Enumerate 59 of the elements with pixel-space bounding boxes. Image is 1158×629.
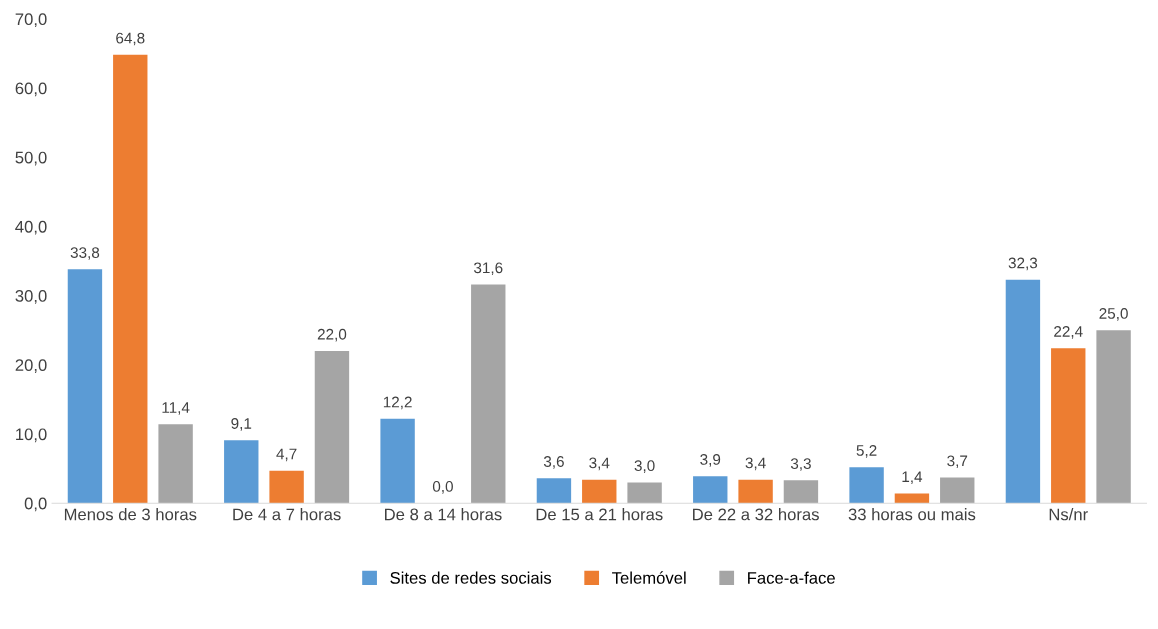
bar: [471, 284, 506, 504]
x-tick-label: De 15 a 21 horas: [536, 508, 663, 521]
x-tick-label: De 22 a 32 horas: [693, 508, 819, 521]
y-tick-label: 30,0: [15, 290, 47, 304]
data-label: 4,7: [276, 448, 297, 462]
data-label: 1,4: [902, 471, 923, 484]
x-tick-label: Menos de 3 horas: [64, 508, 197, 521]
bar: [314, 350, 350, 504]
x-tick-label: Ns/nr: [1049, 508, 1088, 521]
bar: [940, 477, 975, 504]
data-label: 3,9: [700, 454, 721, 467]
bar: [1005, 279, 1041, 504]
y-tick-label: 0,0: [24, 497, 47, 512]
data-label: 22,0: [317, 328, 347, 342]
bar: [783, 480, 819, 504]
bar: [269, 470, 304, 504]
data-label: 12,2: [383, 396, 412, 410]
data-label: 5,2: [856, 445, 877, 458]
data-label: 3,0: [634, 460, 655, 473]
data-label: 32,3: [1008, 257, 1038, 271]
data-label: 0,0: [432, 481, 453, 494]
legend-label: Sites de redes sociais: [390, 571, 552, 584]
data-label: 3,6: [543, 456, 564, 469]
x-tick-label: 33 horas ou mais: [848, 508, 976, 521]
bar: [894, 493, 930, 504]
data-label: 3,7: [947, 455, 968, 469]
legend-label: Face-a-face: [748, 571, 835, 584]
bar: [627, 482, 662, 504]
bar: [1096, 330, 1131, 504]
bar: [582, 479, 617, 504]
data-label: 3,4: [745, 457, 766, 471]
y-tick-label: 50,0: [15, 151, 47, 166]
data-label: 22,4: [1054, 326, 1083, 339]
bar: [224, 440, 259, 504]
bar: [738, 479, 773, 504]
bar: [536, 478, 572, 504]
x-tick-label: De 8 a 14 horas: [385, 508, 502, 521]
y-tick-label: 70,0: [15, 13, 47, 28]
data-label: 64,8: [116, 32, 145, 46]
y-tick-label: 10,0: [16, 428, 47, 443]
data-label: 25,0: [1099, 308, 1128, 321]
bar: [158, 424, 193, 504]
bar: [67, 269, 103, 504]
bar: [380, 418, 415, 504]
bar: [113, 54, 148, 504]
y-tick-label: 60,0: [15, 82, 47, 97]
y-tick-label: 40,0: [15, 220, 47, 235]
legend-label: Telemóvel: [612, 571, 686, 584]
y-tick-label: 20,0: [15, 359, 47, 373]
data-label: 33,8: [70, 247, 100, 260]
data-label: 11,4: [162, 402, 190, 415]
bar: [1051, 348, 1086, 504]
data-label: 3,4: [589, 457, 610, 471]
data-label: 9,1: [231, 418, 252, 431]
bar: [849, 467, 884, 504]
bar: [693, 476, 728, 504]
x-tick-label: De 4 a 7 horas: [233, 508, 341, 521]
data-label: 3,3: [790, 458, 811, 471]
data-label: 31,6: [473, 262, 503, 276]
